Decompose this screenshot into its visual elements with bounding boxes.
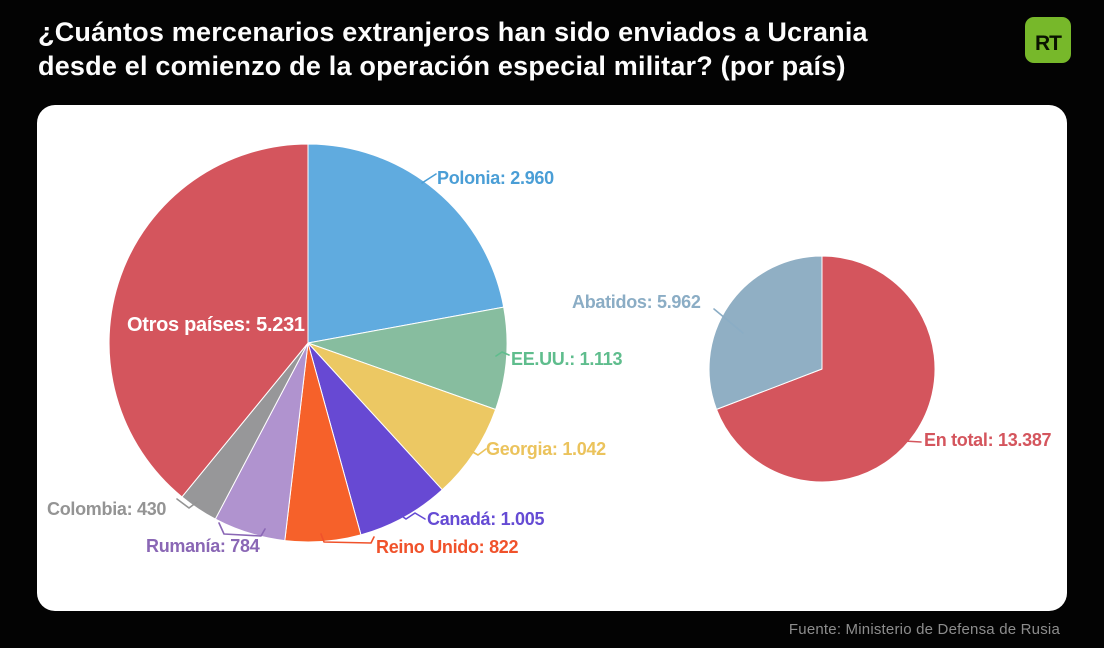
pie1-leader-canad — [395, 511, 426, 520]
pie1-leader-polonia — [421, 173, 437, 184]
pie2-slice-en-total — [716, 255, 936, 483]
pie1-leader-ruman-a — [218, 522, 266, 537]
pie1-label-colombia: Colombia: 430 — [47, 499, 167, 519]
rt-logo-text: RT — [1035, 31, 1062, 55]
title-line-1: ¿Cuántos mercenarios extranjeros han sid… — [38, 17, 868, 47]
pie-chart-2 — [708, 255, 936, 483]
pie1-label-ee-uu: EE.UU.: 1.113 — [511, 349, 623, 369]
pie1-slice-ee-uu — [307, 306, 508, 410]
pie2-slice-abatidos — [708, 255, 823, 410]
pie1-leader-georgia — [470, 448, 487, 456]
pie-chart-1 — [108, 143, 510, 544]
pie1-label-canad: Canadá: 1.005 — [427, 509, 545, 529]
pie2-leader-abatidos — [713, 308, 744, 334]
title-line-2: desde el comienzo de la operación especi… — [38, 51, 846, 81]
pie-charts-svg — [108, 143, 936, 544]
source-caption: Fuente: Ministerio de Defensa de Rusia — [788, 621, 1060, 638]
pie2-label-abatidos: Abatidos: 5.962 — [572, 292, 701, 312]
pie1-label-reino-unido: Reino Unido: 822 — [376, 537, 519, 557]
pie1-label-georgia: Georgia: 1.042 — [486, 439, 606, 459]
chart-panel: Polonia: 2.960 EE.UU.: 1.113 Georgia: 1.04… — [37, 105, 1067, 611]
pie2-leader-en-total — [895, 430, 922, 443]
page-title: ¿Cuántos mercenarios extranjeros han sid… — [38, 15, 868, 83]
pie1-slice-otros-pa-ses — [108, 143, 309, 498]
pie1-leader-colombia — [176, 498, 198, 509]
pie1-leader-ee-uu — [495, 351, 510, 357]
pie1-label-polonia: Polonia: 2.960 — [437, 168, 554, 188]
pie1-leader-reino-unido — [320, 533, 375, 544]
pie2-label-en-total: En total: 13.387 — [924, 430, 1052, 450]
pie1-label-ruman-a: Rumanía: 784 — [146, 536, 260, 556]
rt-logo: RT — [1025, 17, 1071, 63]
pie1-slice-polonia — [307, 143, 505, 344]
pie1-label-otros-pa-ses: Otros países: 5.231 — [127, 314, 305, 336]
